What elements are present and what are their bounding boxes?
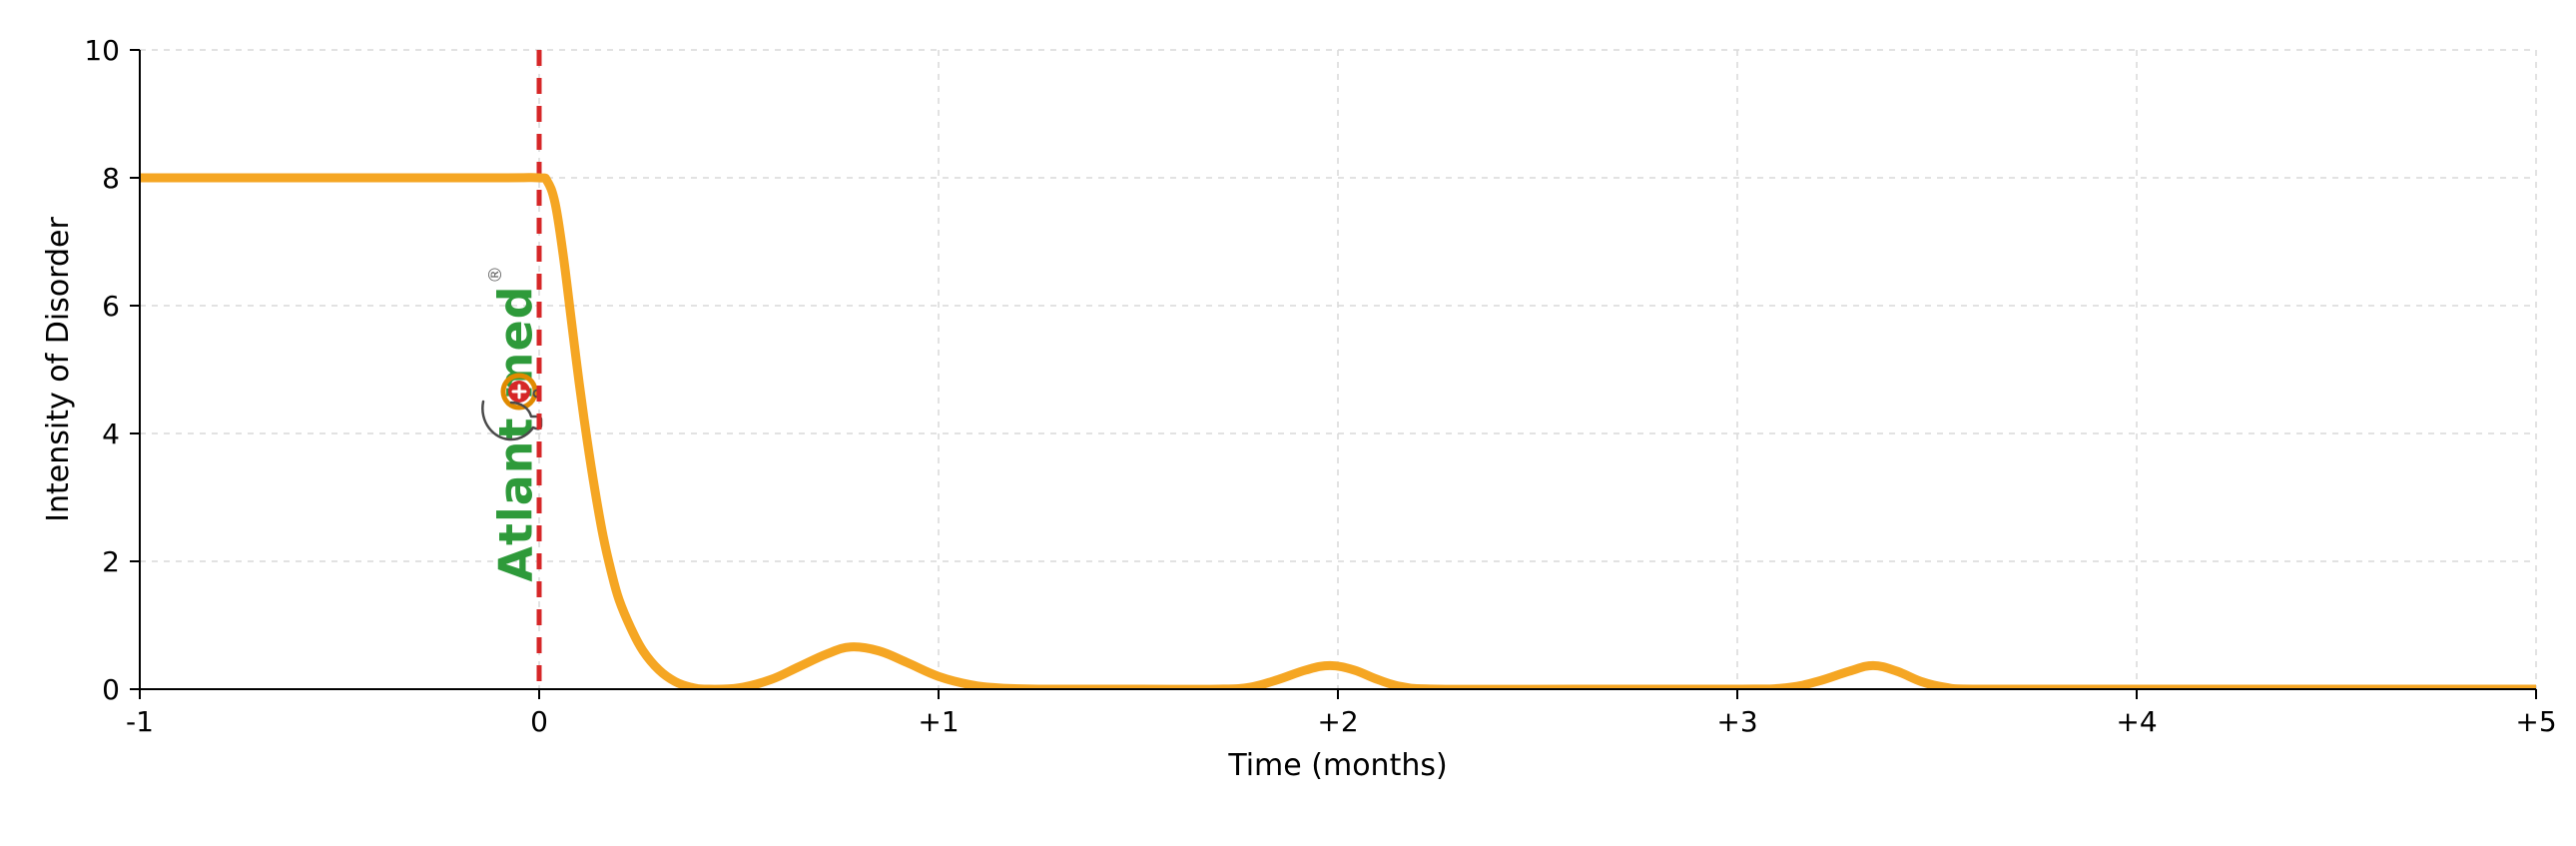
- x-tick-label: +3: [1716, 705, 1757, 738]
- y-tick-label: 8: [102, 162, 120, 195]
- y-tick-label: 10: [84, 34, 120, 67]
- y-tick-label: 2: [102, 545, 120, 578]
- chart-container: Atlant med®-10+1+2+3+4+50246810Time (mon…: [0, 0, 2576, 846]
- x-tick-label: +4: [2116, 705, 2157, 738]
- x-tick-label: 0: [530, 705, 548, 738]
- x-axis-label: Time (months): [1227, 748, 1447, 783]
- x-tick-label: +2: [1317, 705, 1358, 738]
- y-tick-label: 0: [102, 673, 120, 706]
- y-tick-label: 4: [102, 418, 120, 450]
- x-tick-label: +5: [2515, 705, 2556, 738]
- y-tick-label: 6: [102, 290, 120, 323]
- brand-logo-text: Atlant med: [489, 285, 543, 581]
- brand-logo: Atlant med®: [482, 266, 542, 582]
- x-tick-label: +1: [918, 705, 959, 738]
- y-axis-label: Intensity of Disorder: [41, 217, 76, 522]
- line-chart: Atlant med®-10+1+2+3+4+50246810Time (mon…: [0, 0, 2576, 846]
- x-tick-label: -1: [126, 705, 154, 738]
- registered-trademark-icon: ®: [485, 266, 506, 284]
